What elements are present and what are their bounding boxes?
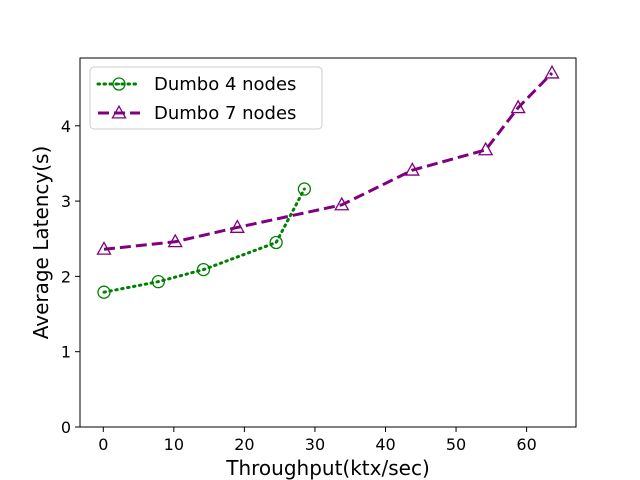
series-2-point <box>544 64 560 79</box>
series-2-point <box>334 196 350 211</box>
x-tick-label: 60 <box>516 435 536 454</box>
series-1-point <box>196 262 211 277</box>
series-2-point <box>478 141 494 156</box>
y-tick-label: 2 <box>61 267 71 286</box>
series-2-point <box>404 162 420 176</box>
series-2-point <box>96 241 112 255</box>
x-tick-label: 10 <box>164 435 184 454</box>
x-tick-label: 20 <box>234 435 254 454</box>
series-1-point <box>269 235 283 250</box>
series-2-point <box>167 233 183 248</box>
x-axis-ticks: 0 10 20 30 40 50 60 <box>98 427 537 454</box>
y-axis-ticks: 0 1 2 3 4 <box>61 117 80 437</box>
x-tick-label: 40 <box>375 435 395 454</box>
y-axis-title: Average Latency(s) <box>29 146 53 340</box>
series-1-point-center <box>202 268 205 271</box>
legend-marker-1 <box>112 77 126 91</box>
legend-label-2: Dumbo 7 nodes <box>154 103 296 124</box>
y-tick-label: 1 <box>61 343 71 362</box>
y-tick-label: 4 <box>61 117 71 136</box>
x-tick-label: 30 <box>305 435 325 454</box>
series-2-point <box>229 219 245 233</box>
y-tick-label: 3 <box>61 192 71 211</box>
series-1-point <box>151 275 165 289</box>
x-tick-label: 0 <box>98 435 108 454</box>
legend-marker-2 <box>111 104 127 119</box>
legend-label-1: Dumbo 4 nodes <box>154 74 296 95</box>
series-1-point-center <box>102 291 106 294</box>
legend-box <box>89 66 323 130</box>
series-1-point <box>297 182 312 196</box>
plot-area-frame <box>79 57 577 428</box>
legend-marker-1-center <box>117 82 121 86</box>
series-1-point-center <box>157 280 160 283</box>
plot-markers <box>96 64 560 299</box>
series-line-2 <box>103 72 554 251</box>
series-1-point <box>97 285 111 299</box>
x-tick-label: 50 <box>446 435 466 454</box>
legend: Dumbo 4 nodes Dumbo 7 nodes <box>89 66 323 130</box>
series-2-point <box>510 99 526 114</box>
series-1-point-center <box>303 187 306 191</box>
x-axis-title: Throughput(ktx/sec) <box>225 456 430 480</box>
y-tick-label: 0 <box>61 418 71 437</box>
series-1-point-center <box>275 241 278 244</box>
